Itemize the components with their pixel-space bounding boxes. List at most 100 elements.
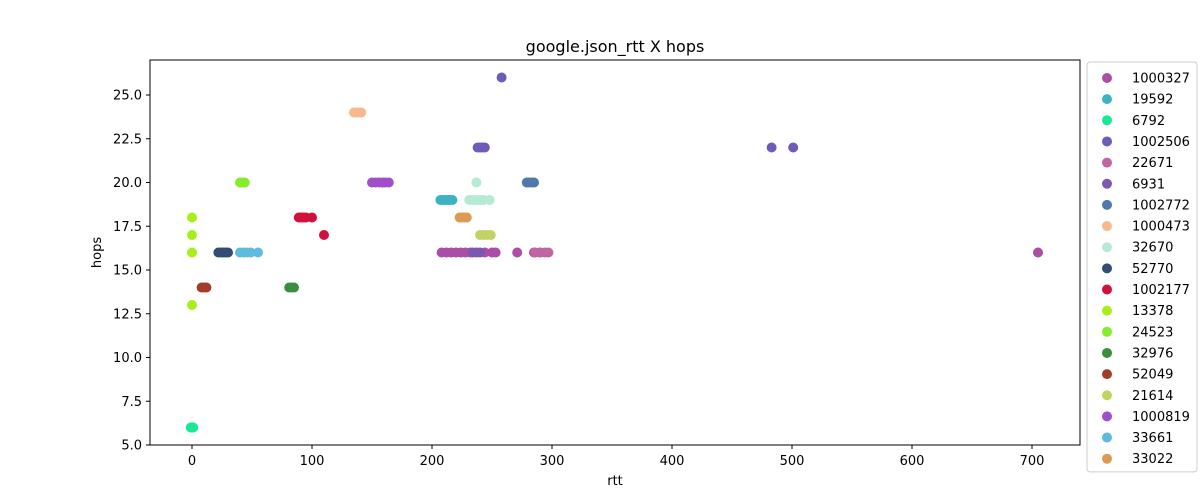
legend-marker: [1102, 411, 1112, 422]
data-point: [201, 282, 212, 293]
data-point: [319, 230, 329, 240]
legend-marker: [1102, 199, 1112, 210]
x-tick-label: 100: [300, 454, 325, 469]
y-tick-label: 22.5: [113, 132, 142, 147]
y-tick-label: 17.5: [113, 220, 142, 235]
legend-marker: [1102, 136, 1112, 147]
data-point: [187, 212, 197, 223]
legend-marker: [1102, 94, 1112, 105]
data-point: [239, 177, 250, 188]
legend-item: 52049: [1102, 368, 1173, 383]
data-point: [512, 247, 523, 258]
legend: 1000327 19592 6792 1002506 22671 6931 1002772 1…: [1086, 61, 1198, 473]
data-point: [766, 142, 777, 153]
data-point: [187, 230, 197, 240]
data-point: [461, 212, 472, 223]
legend-marker: [1102, 73, 1112, 83]
data-point: [188, 422, 199, 433]
data-point: [490, 247, 501, 258]
data-point: [496, 72, 507, 83]
legend-frame: [1086, 61, 1198, 473]
y-tick-label: 7.5: [121, 395, 142, 410]
legend-label: 32670: [1132, 241, 1173, 256]
data-point: [307, 212, 317, 223]
legend-label: 1002772: [1132, 198, 1190, 213]
legend-item: 1002177: [1102, 283, 1190, 298]
data-point: [1033, 247, 1043, 258]
legend-marker: [1102, 157, 1112, 168]
legend-marker: [1102, 242, 1112, 253]
data-point: [289, 282, 299, 293]
legend-marker: [1102, 115, 1112, 126]
data-point: [529, 177, 539, 188]
plot-frame: [149, 59, 1081, 446]
legend-label: 6792: [1132, 114, 1165, 129]
legend-item: 1000473: [1102, 220, 1190, 235]
y-axis: 5.0 7.5 10.0 12.5 15.0 17.5 20.0 22.5 25.0: [113, 89, 150, 454]
legend-marker: [1102, 305, 1112, 316]
legend-item: 32976: [1102, 346, 1173, 361]
legend-label: 52770: [1132, 262, 1173, 277]
x-tick-label: 300: [540, 454, 565, 469]
legend-marker: [1102, 390, 1112, 401]
legend-label: 1000327: [1132, 72, 1190, 87]
y-tick-label: 15.0: [113, 264, 142, 279]
x-tick-label: 400: [660, 454, 685, 469]
data-point: [543, 247, 554, 258]
x-tick-label: 0: [188, 454, 196, 469]
legend-label: 52049: [1132, 368, 1173, 383]
legend-item: 32670: [1102, 241, 1173, 256]
legend-label: 1000819: [1132, 410, 1190, 425]
data-point: [475, 247, 485, 258]
plot-area: [149, 59, 1081, 446]
data-point: [383, 177, 394, 188]
legend-item: 1002506: [1102, 135, 1190, 150]
data-point: [223, 247, 233, 258]
legend-label: 1002177: [1132, 283, 1190, 298]
legend-item: 22671: [1102, 156, 1173, 171]
legend-label: 33661: [1132, 431, 1173, 446]
legend-label: 1002506: [1132, 135, 1190, 150]
data-point: [356, 107, 367, 118]
legend-item: 24523: [1102, 325, 1173, 340]
legend-item: 52770: [1102, 262, 1173, 277]
data-point: [187, 247, 197, 258]
y-tick-label: 20.0: [113, 176, 142, 191]
legend-marker: [1102, 178, 1112, 189]
data-point: [447, 195, 458, 205]
x-tick-label: 700: [1020, 454, 1045, 469]
y-tick-label: 12.5: [113, 307, 142, 322]
legend-item: 1000819: [1102, 410, 1190, 425]
legend-item: 1002772: [1102, 198, 1190, 213]
chart-title: google.json_rtt X hops: [526, 37, 705, 57]
legend-item: 13378: [1102, 304, 1173, 319]
legend-marker: [1102, 453, 1112, 464]
legend-label: 32976: [1132, 346, 1173, 361]
legend-marker: [1102, 284, 1112, 295]
legend-marker: [1102, 221, 1112, 232]
y-tick-label: 25.0: [113, 89, 142, 104]
legend-label: 22671: [1132, 156, 1173, 171]
data-point: [484, 195, 495, 205]
legend-item: 33661: [1102, 431, 1173, 446]
data-point: [485, 230, 496, 240]
data-point: [253, 247, 263, 258]
legend-item: 19592: [1102, 93, 1173, 108]
legend-marker: [1102, 432, 1112, 443]
y-axis-label: hops: [90, 237, 105, 268]
legend-marker: [1102, 263, 1112, 274]
x-tick-label: 500: [780, 454, 805, 469]
legend-marker: [1102, 369, 1112, 380]
legend-item: 6931: [1102, 177, 1165, 192]
legend-label: 6931: [1132, 177, 1165, 192]
y-tick-label: 5.0: [121, 439, 142, 454]
legend-label: 33022: [1132, 452, 1173, 467]
legend-label: 1000473: [1132, 220, 1190, 235]
legend-label: 21614: [1132, 389, 1173, 404]
legend-label: 13378: [1132, 304, 1173, 319]
data-points: [185, 72, 1043, 433]
legend-item: 21614: [1102, 389, 1173, 404]
legend-marker: [1102, 326, 1112, 337]
legend-item: 33022: [1102, 452, 1173, 467]
